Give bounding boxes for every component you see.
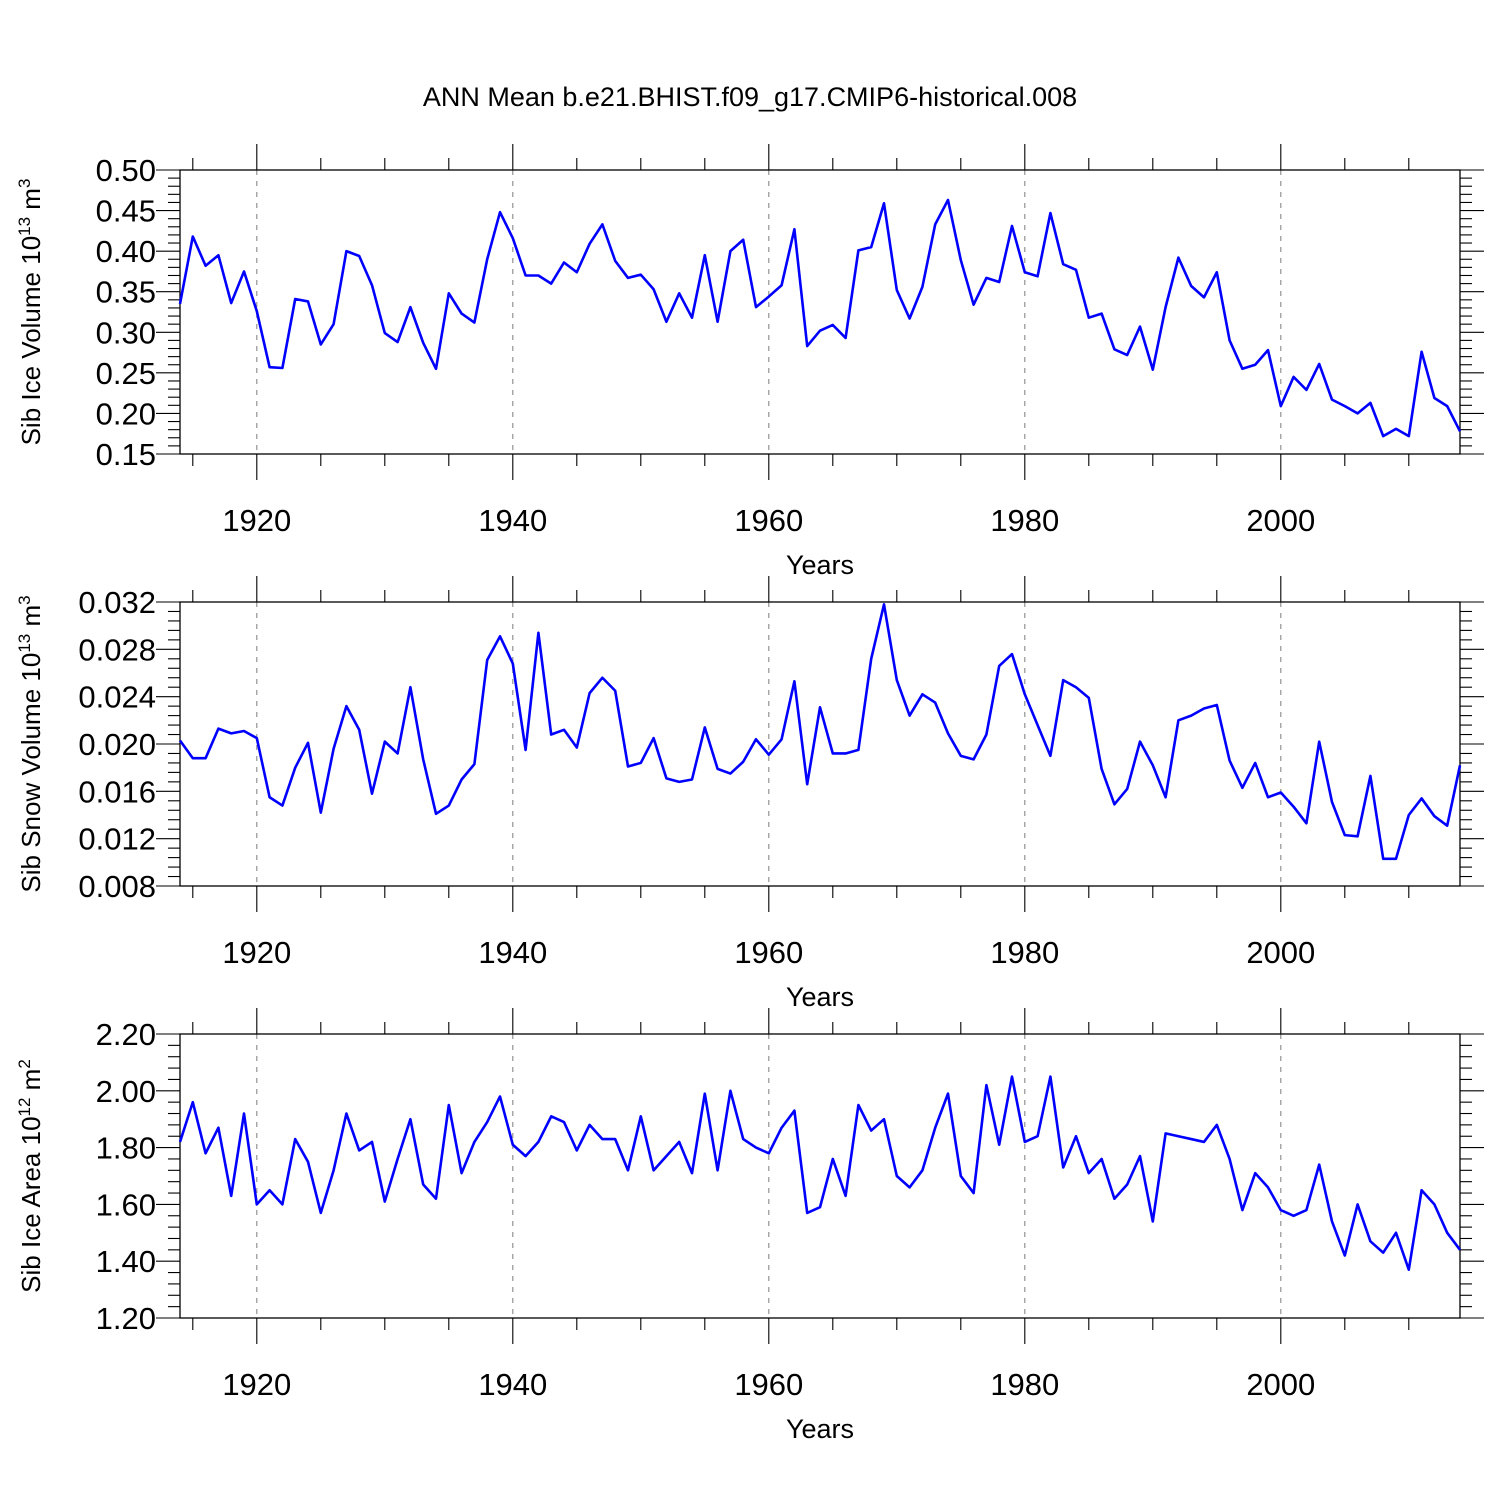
y-tick-label: 0.15	[96, 437, 156, 472]
x-tick-label: 2000	[1246, 935, 1315, 970]
series-line	[178, 1075, 1462, 1272]
x-axis-label: Years	[786, 550, 854, 580]
x-tick-label: 1980	[990, 503, 1059, 538]
x-tick-label: 1960	[734, 503, 803, 538]
y-axis-label: Sib Ice Area 1012 m2	[15, 1059, 46, 1293]
y-tick-label: 1.40	[96, 1244, 156, 1279]
x-tick-label: 2000	[1246, 503, 1315, 538]
y-tick-label: 2.00	[96, 1074, 156, 1109]
panel-sib-ice-area: 2.20 2.00 1.80 1.60 1.40 1.20 1920 1940 1960 1980…	[15, 1008, 1484, 1444]
y-tick-label: 0.024	[78, 680, 156, 715]
y-tick-label: 0.012	[78, 822, 156, 857]
panel-sib-ice-volume: 0.50 0.45 0.40 0.35 0.30 0.25 0.20 0.15 1920 1940…	[15, 144, 1484, 580]
y-tick-label: 0.40	[96, 234, 156, 269]
y-tick-label: 0.008	[78, 869, 156, 904]
plot-frame	[179, 169, 1461, 455]
y-tick-label: 0.35	[96, 275, 156, 310]
y-tick-label: 0.028	[78, 632, 156, 667]
x-tick-label: 1980	[990, 1367, 1059, 1402]
y-tick-label: 0.016	[78, 774, 156, 809]
x-axis-label: Years	[786, 982, 854, 1012]
y-tick-label: 0.20	[96, 396, 156, 431]
x-tick-label: 1920	[222, 503, 291, 538]
y-tick-label: 0.50	[96, 153, 156, 188]
plot-frame	[179, 601, 1461, 887]
x-tick-label: 1980	[990, 935, 1059, 970]
y-tick-label: 1.20	[96, 1301, 156, 1336]
x-tick-label: 1960	[734, 935, 803, 970]
x-tick-label: 2000	[1246, 1367, 1315, 1402]
y-tick-label: 0.45	[96, 194, 156, 229]
x-tick-label: 1920	[222, 1367, 291, 1402]
series-line	[178, 198, 1462, 438]
x-tick-label: 1940	[478, 1367, 547, 1402]
y-tick-label: 0.032	[78, 585, 156, 620]
series-line	[178, 603, 1462, 861]
y-tick-label: 1.80	[96, 1131, 156, 1166]
x-axis-label: Years	[786, 1414, 854, 1444]
panel-sib-snow-volume: 0.032 0.028 0.024 0.020 0.016 0.012 0.008 1920 1…	[15, 576, 1484, 1012]
plot-frame	[179, 1033, 1461, 1319]
x-tick-label: 1920	[222, 935, 291, 970]
y-tick-label: 0.25	[96, 356, 156, 391]
y-tick-label: 2.20	[96, 1017, 156, 1052]
y-axis-label: Sib Snow Volume 1013 m3	[15, 595, 46, 892]
y-axis-label: Sib Ice Volume 1013 m3	[15, 179, 46, 446]
x-tick-label: 1940	[478, 935, 547, 970]
x-tick-label: 1960	[734, 1367, 803, 1402]
y-tick-label: 1.60	[96, 1187, 156, 1222]
y-tick-label: 0.30	[96, 315, 156, 350]
y-tick-label: 0.020	[78, 727, 156, 762]
figure-title: ANN Mean b.e21.BHIST.f09_g17.CMIP6-histo…	[423, 82, 1077, 112]
x-tick-label: 1940	[478, 503, 547, 538]
